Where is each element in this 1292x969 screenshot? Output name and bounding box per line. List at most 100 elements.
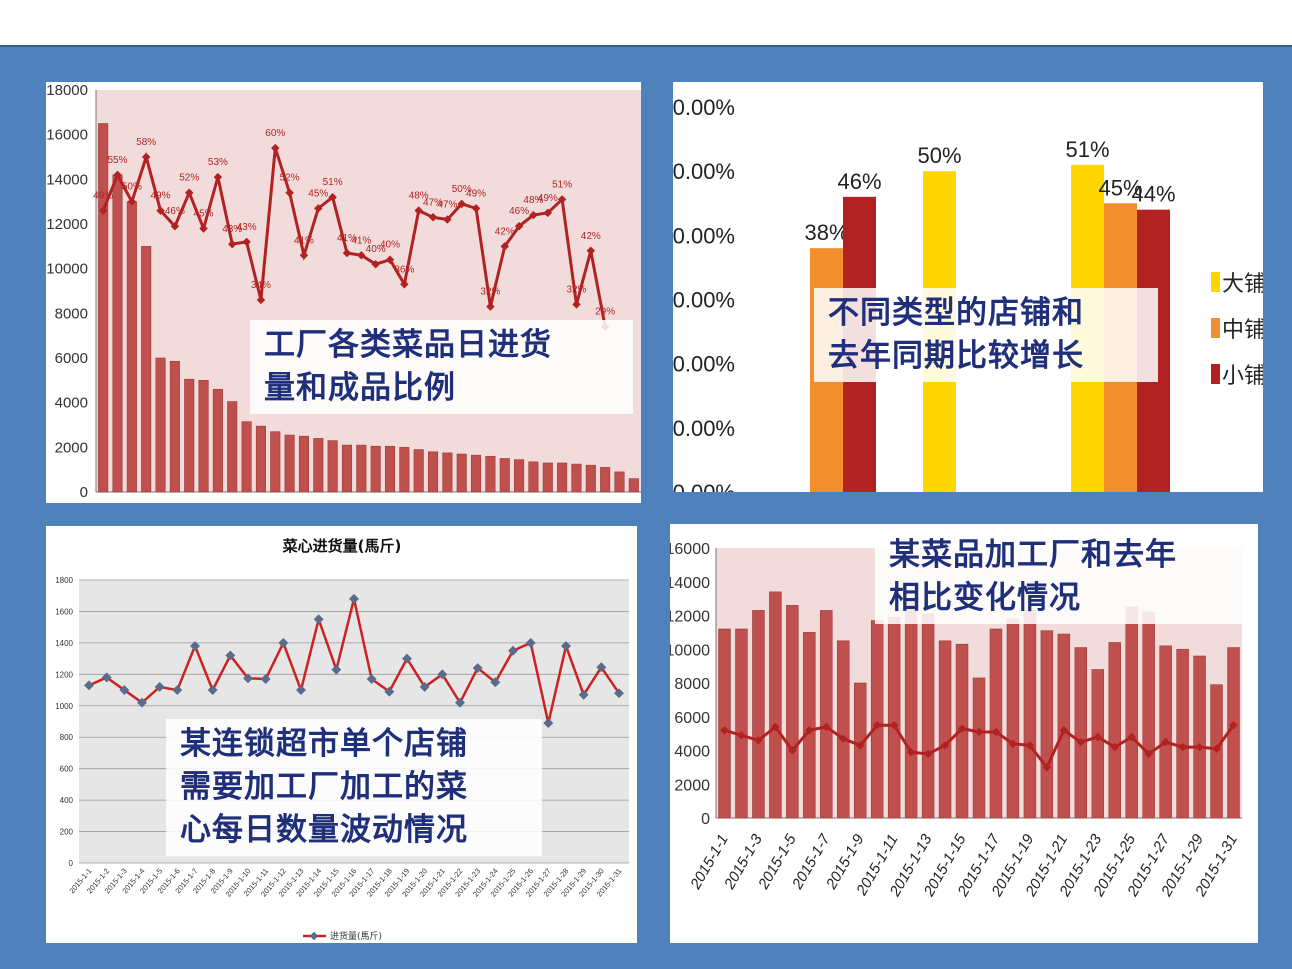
bar (769, 591, 782, 819)
bar (870, 620, 884, 819)
bar (370, 445, 381, 493)
y-tick-label: 20.00% (673, 352, 735, 377)
data-label: 34% (251, 280, 271, 291)
line-marker (137, 697, 147, 708)
bar (853, 682, 867, 819)
bar (786, 605, 799, 819)
bar (528, 461, 539, 493)
y-tick-label: 6000 (55, 350, 88, 367)
legend-marker (309, 931, 319, 941)
line-marker (457, 199, 466, 209)
line-marker (113, 170, 122, 180)
line-marker (572, 300, 581, 309)
line-marker (190, 641, 200, 651)
factory-bar-line-chart: 0 2000 4000 6000 8000 10000 12000 14000 16000 180… (46, 82, 641, 501)
y-tick-label: 30.00% (673, 288, 735, 313)
line-marker (127, 197, 137, 206)
y-tick-label: 10.00% (673, 416, 735, 441)
data-label: 47% (423, 197, 443, 208)
data-label: 48% (409, 191, 429, 202)
caption-line: 量和成品比例 (264, 370, 456, 406)
y-tick-label: 12000 (670, 609, 710, 626)
bar (600, 467, 611, 493)
y-tick-label: 600 (60, 765, 74, 774)
y-tick-label: 16000 (46, 127, 88, 144)
line-marker (199, 224, 208, 233)
data-label: 45% (308, 188, 328, 199)
y-tick-label: 50.00% (673, 159, 735, 184)
caption-line: 某菜品加工厂和去年 (889, 537, 1177, 573)
bar (557, 462, 568, 493)
bar (837, 640, 850, 819)
data-label: 49% (538, 193, 558, 204)
line-marker (225, 650, 236, 661)
bar (126, 201, 137, 493)
data-label: 46% (509, 206, 529, 217)
line-marker (101, 672, 112, 683)
data-label: 41% (294, 235, 314, 246)
y-tick-label: 12000 (46, 216, 88, 233)
y-tick-label: 8000 (55, 305, 88, 322)
caption-line: 相比变化情况 (889, 580, 1081, 616)
bar (155, 357, 166, 493)
data-label: 58% (136, 137, 156, 148)
legend-label: 小铺 (1222, 364, 1263, 389)
y-tick-label: 10000 (670, 642, 710, 659)
bar (284, 434, 295, 493)
bar (1159, 645, 1172, 819)
stores-chart-panel: 0.00% 10.00% 20.00% 30.00% 40.00% 50.00% 60.00… (673, 82, 1263, 492)
factory-chart-panel: 0 2000 4000 6000 8000 10000 12000 14000 16000 180… (46, 82, 641, 503)
line-marker (855, 741, 865, 750)
bar (1074, 647, 1088, 819)
bar (887, 616, 901, 819)
line-marker (1144, 749, 1153, 759)
line-marker (314, 204, 323, 213)
y-tick-label: 60.00% (673, 95, 735, 120)
bar (141, 246, 152, 493)
bar (399, 447, 410, 493)
line-marker (428, 213, 438, 222)
bar (212, 388, 223, 493)
caption-line: 心每日数量波动情况 (180, 812, 468, 848)
line-marker (357, 251, 366, 260)
chart-title: 菜心进货量(馬斤) (282, 537, 402, 555)
y-tick-label: 18000 (46, 82, 88, 99)
bar (169, 361, 180, 493)
data-label: 44% (1131, 182, 1175, 207)
line-marker (228, 239, 237, 249)
legend-label: 大铺 (1222, 272, 1263, 297)
bar (1142, 611, 1155, 819)
bar (184, 378, 195, 493)
y-tick-label: 400 (60, 796, 74, 805)
data-label: 47% (437, 200, 457, 211)
caption-line: 某连锁超市单个店铺 (180, 726, 468, 762)
line-marker (596, 662, 607, 673)
bar (98, 123, 109, 493)
y-tick-label: 14000 (46, 171, 88, 188)
data-label: 45% (1098, 175, 1142, 200)
bar (313, 438, 324, 493)
bar (341, 444, 353, 493)
data-label: 49% (151, 191, 171, 202)
ratio-line (101, 147, 607, 328)
line-marker (578, 689, 589, 700)
line-marker (213, 172, 223, 182)
line-marker (614, 688, 624, 699)
bar (514, 459, 525, 493)
data-label: 55% (108, 155, 128, 166)
bar (972, 677, 986, 819)
data-label: 49% (466, 188, 486, 199)
stores-growth-bar-chart: 0.00% 10.00% 20.00% 30.00% 40.00% 50.00% 60.00… (673, 95, 1263, 492)
y-tick-label: 0 (701, 811, 710, 828)
daily-chart-caption: 某连锁超市单个店铺 需要加工厂加工的菜 心每日数量波动情况 (166, 719, 542, 856)
bar (112, 174, 123, 493)
y-tick-label: 1000 (55, 702, 73, 711)
data-label: 29% (595, 307, 615, 318)
y-tick-label: 4000 (674, 744, 710, 761)
daily-chart-panel: 菜心进货量(馬斤) 0 200 400 600 800 1000 1200 1400 1600 18… (46, 526, 637, 943)
data-label: 51% (323, 177, 343, 188)
bar (542, 462, 553, 493)
bar (327, 440, 338, 493)
data-label: 60% (265, 128, 285, 139)
bar (428, 451, 439, 493)
